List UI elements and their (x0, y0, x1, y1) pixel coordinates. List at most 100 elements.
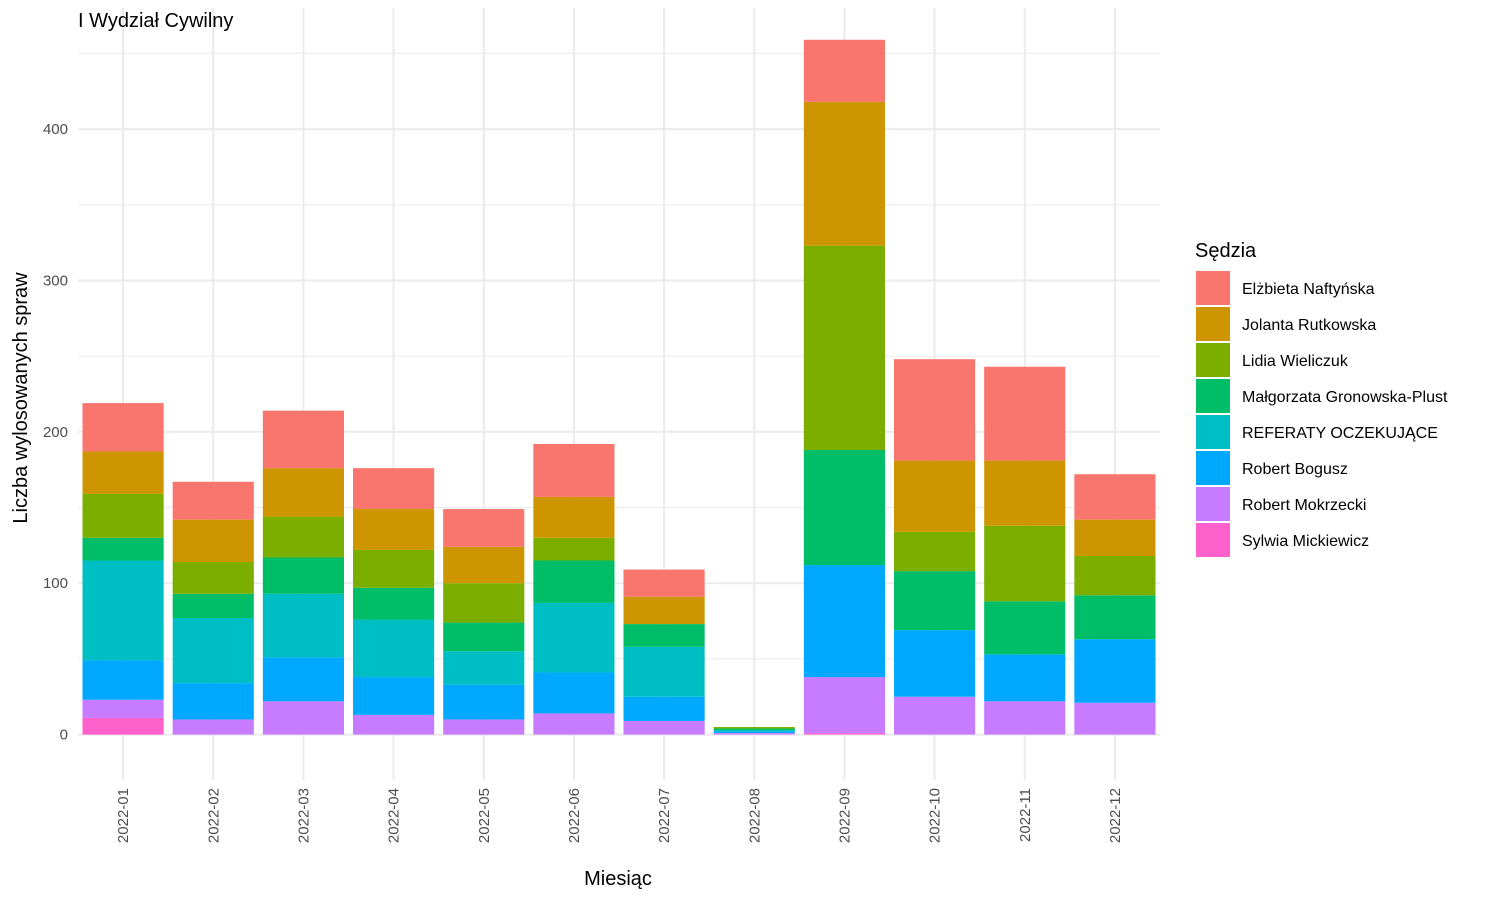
x-tick-label: 2022-05 (476, 788, 493, 843)
y-axis-title: Liczba wylosowanych spraw (10, 272, 32, 524)
y-tick-label: 100 (43, 575, 68, 592)
bar-segment (623, 646, 705, 697)
bar-segment (894, 460, 976, 532)
bar-segment (172, 593, 254, 619)
x-axis-ticks: 2022-01 2022-02 2022-03 2022-04 2022-05 2022-… (115, 788, 1124, 843)
bar-segment (713, 728, 795, 731)
legend-label: Robert Bogusz (1242, 461, 1348, 478)
legend-key (1196, 307, 1230, 341)
bar-segment (894, 531, 976, 572)
legend-key (1196, 451, 1230, 485)
bar-segment (353, 549, 435, 588)
x-tick-label: 2022-06 (566, 788, 583, 843)
bar-segment (533, 713, 615, 735)
bar-segment (82, 717, 164, 735)
bar-segment (82, 403, 164, 452)
bar-segment (353, 587, 435, 620)
bar-segment (533, 672, 615, 714)
bar-segment (1074, 474, 1156, 520)
bar-segment (984, 701, 1066, 735)
bar-segment (443, 583, 525, 623)
bar-segment (533, 602, 615, 673)
x-tick-label: 2022-04 (386, 788, 403, 843)
bar-segment (533, 443, 615, 497)
legend-key (1196, 487, 1230, 521)
bar-segment (443, 622, 525, 652)
bar-segment (803, 101, 885, 246)
bar-segment (443, 509, 525, 547)
y-tick-label: 300 (43, 272, 68, 289)
bar-segment (713, 727, 795, 729)
bar-segment (623, 569, 705, 597)
bar-segment (984, 601, 1066, 655)
bar-segment (353, 509, 435, 550)
x-tick-label: 2022-01 (115, 788, 132, 843)
bar-segment (82, 560, 164, 661)
bar-segment (803, 565, 885, 678)
bar-segment (533, 560, 615, 603)
legend-key (1196, 343, 1230, 377)
bar-segment (353, 714, 435, 735)
bar-segment (443, 684, 525, 720)
y-axis-ticks: 0 100 200 300 400 (43, 121, 68, 743)
bar-segment (1074, 639, 1156, 703)
bar-segment (1074, 702, 1156, 735)
bar-segment (803, 733, 885, 735)
bar-segment (984, 460, 1066, 526)
legend-label: Robert Mokrzecki (1242, 497, 1366, 514)
bar-segment (82, 493, 164, 538)
bar-segment (1074, 519, 1156, 556)
bar-segment (623, 720, 705, 735)
legend-label: REFERATY OCZEKUJĄCE (1242, 425, 1438, 442)
bar-segment (262, 593, 344, 658)
bar-segment (172, 618, 254, 684)
bar-segment (1074, 555, 1156, 596)
bar-segment (803, 677, 885, 734)
legend-key (1196, 523, 1230, 557)
bar-segment (533, 496, 615, 538)
x-tick-label: 2022-03 (295, 788, 312, 843)
bar-segment (172, 562, 254, 594)
x-tick-label: 2022-02 (205, 788, 222, 843)
bar-segment (82, 451, 164, 494)
y-tick-label: 0 (60, 727, 68, 744)
x-axis-title: Miesiąc (584, 868, 652, 890)
bar-segment (894, 630, 976, 697)
bar-segment (262, 701, 344, 735)
bar-segment (82, 699, 164, 718)
bar-segment (803, 450, 885, 566)
legend-label: Małgorzata Gronowska-Plust (1242, 389, 1448, 406)
bar-segment (353, 468, 435, 510)
bar-segment (262, 410, 344, 469)
bar-segment (713, 730, 795, 732)
x-tick-label: 2022-11 (1017, 788, 1034, 842)
y-tick-label: 200 (43, 424, 68, 441)
bar-segment (623, 696, 705, 721)
bar-segment (984, 366, 1066, 461)
bar-segment (172, 683, 254, 720)
bar-segment (623, 596, 705, 625)
bar-segment (984, 654, 1066, 702)
bar-segment (803, 245, 885, 451)
bar-segment (1074, 595, 1156, 640)
bar-segment (894, 359, 976, 461)
bar-segment (713, 731, 795, 734)
bar-segment (894, 696, 976, 735)
bar-segment (262, 657, 344, 702)
bar-segment (984, 525, 1066, 602)
bar-segment (443, 651, 525, 685)
legend-label: Elżbieta Naftyńska (1242, 281, 1375, 298)
y-tick-label: 400 (43, 121, 68, 138)
bar-segment (262, 516, 344, 558)
bar-segment (623, 624, 705, 647)
bar-segment (803, 39, 885, 102)
x-tick-label: 2022-12 (1107, 788, 1124, 843)
bar-segment (172, 719, 254, 735)
bars (82, 39, 1156, 735)
bar-segment (894, 571, 976, 631)
chart-title: I Wydział Cywilny (78, 10, 233, 32)
bar-segment (262, 468, 344, 517)
bar-segment (172, 519, 254, 563)
